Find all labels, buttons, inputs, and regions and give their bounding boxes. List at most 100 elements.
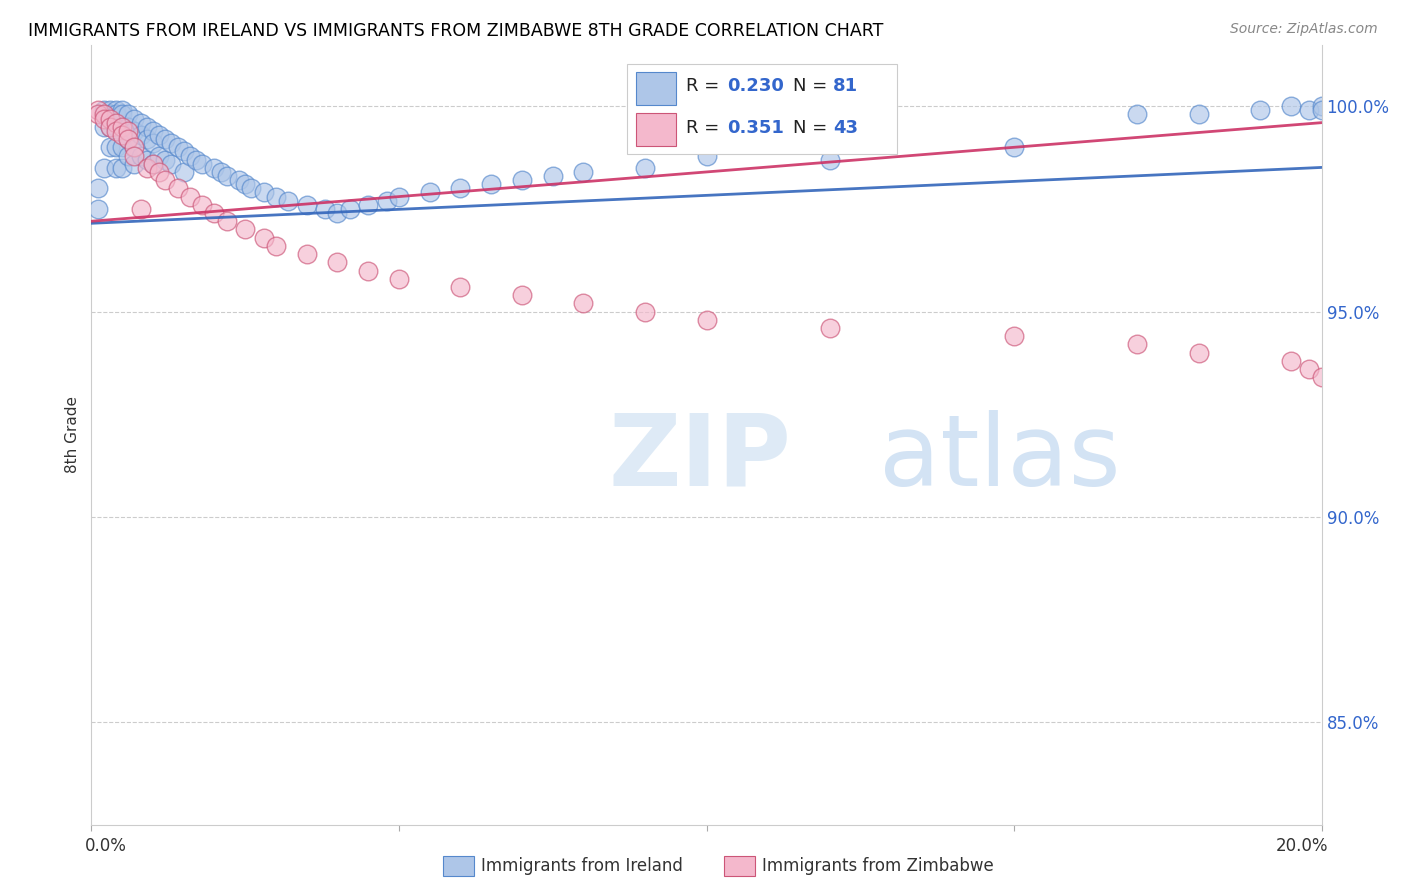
Text: R =: R =	[686, 77, 724, 95]
Point	[1002, 329, 1025, 343]
Point	[105, 116, 127, 130]
Point	[572, 296, 595, 310]
Point	[86, 103, 108, 118]
Point	[86, 202, 108, 216]
Point	[135, 153, 157, 167]
Point	[142, 157, 165, 171]
Text: 0.351: 0.351	[727, 120, 785, 137]
Point	[1126, 337, 1149, 351]
Point	[510, 173, 533, 187]
Text: N =: N =	[793, 120, 832, 137]
Point	[1187, 345, 1209, 359]
Point	[124, 112, 146, 126]
Point	[375, 194, 398, 208]
Point	[124, 140, 146, 154]
Point	[98, 120, 121, 134]
Point	[449, 181, 471, 195]
Point	[233, 178, 256, 192]
Point	[129, 202, 152, 216]
Text: atlas: atlas	[879, 409, 1121, 507]
Point	[86, 181, 108, 195]
Text: 43: 43	[834, 120, 858, 137]
Point	[228, 173, 250, 187]
Point	[98, 103, 121, 118]
Point	[160, 157, 183, 171]
Point	[124, 124, 146, 138]
Point	[357, 263, 380, 277]
Point	[1279, 354, 1302, 368]
Point	[135, 161, 157, 175]
Point	[166, 140, 188, 154]
Point	[634, 161, 657, 175]
Y-axis label: 8th Grade: 8th Grade	[65, 396, 80, 474]
Point	[148, 148, 170, 162]
Point	[1298, 362, 1320, 376]
Point	[215, 214, 238, 228]
Point	[98, 140, 121, 154]
Point	[1249, 103, 1271, 118]
Point	[105, 161, 127, 175]
Point	[191, 157, 214, 171]
Point	[419, 186, 441, 200]
Point	[696, 148, 718, 162]
Point	[184, 153, 207, 167]
Point	[449, 280, 471, 294]
Point	[202, 161, 225, 175]
Point	[93, 107, 115, 121]
Point	[98, 120, 121, 134]
Text: Immigrants from Ireland: Immigrants from Ireland	[481, 857, 683, 875]
Text: 81: 81	[834, 77, 858, 95]
Point	[117, 148, 139, 162]
Point	[105, 107, 127, 121]
Point	[541, 169, 564, 183]
Text: IMMIGRANTS FROM IRELAND VS IMMIGRANTS FROM ZIMBABWE 8TH GRADE CORRELATION CHART: IMMIGRANTS FROM IRELAND VS IMMIGRANTS FR…	[28, 22, 883, 40]
Point	[86, 107, 108, 121]
Point	[215, 169, 238, 183]
Point	[142, 124, 165, 138]
Point	[295, 247, 318, 261]
Text: Immigrants from Zimbabwe: Immigrants from Zimbabwe	[762, 857, 994, 875]
Point	[1310, 99, 1333, 113]
Point	[98, 107, 121, 121]
Point	[1310, 103, 1333, 118]
Point	[1279, 99, 1302, 113]
Point	[142, 136, 165, 151]
Bar	[637, 72, 676, 104]
Point	[173, 165, 195, 179]
Text: 0.0%: 0.0%	[86, 838, 127, 855]
Point	[240, 181, 263, 195]
Point	[339, 202, 361, 216]
Point	[1310, 370, 1333, 384]
Point	[388, 189, 411, 203]
Text: N =: N =	[793, 77, 832, 95]
Point	[202, 206, 225, 220]
Point	[124, 157, 146, 171]
Point	[572, 165, 595, 179]
Point	[105, 120, 127, 134]
Point	[117, 120, 139, 134]
Point	[1298, 103, 1320, 118]
Point	[1187, 107, 1209, 121]
Point	[148, 128, 170, 142]
Point	[129, 128, 152, 142]
Point	[111, 107, 134, 121]
Point	[510, 288, 533, 302]
Point	[153, 132, 177, 146]
Point	[179, 148, 201, 162]
Point	[105, 124, 127, 138]
Point	[179, 189, 201, 203]
Point	[1126, 107, 1149, 121]
Point	[314, 202, 336, 216]
Point	[135, 132, 157, 146]
Point	[117, 124, 139, 138]
Point	[253, 230, 276, 244]
Point	[111, 120, 134, 134]
Point	[129, 116, 152, 130]
Point	[253, 186, 276, 200]
Text: ZIP: ZIP	[607, 409, 792, 507]
Point	[326, 255, 349, 269]
Point	[105, 140, 127, 154]
Point	[209, 165, 232, 179]
Point	[93, 161, 115, 175]
Point	[634, 304, 657, 318]
